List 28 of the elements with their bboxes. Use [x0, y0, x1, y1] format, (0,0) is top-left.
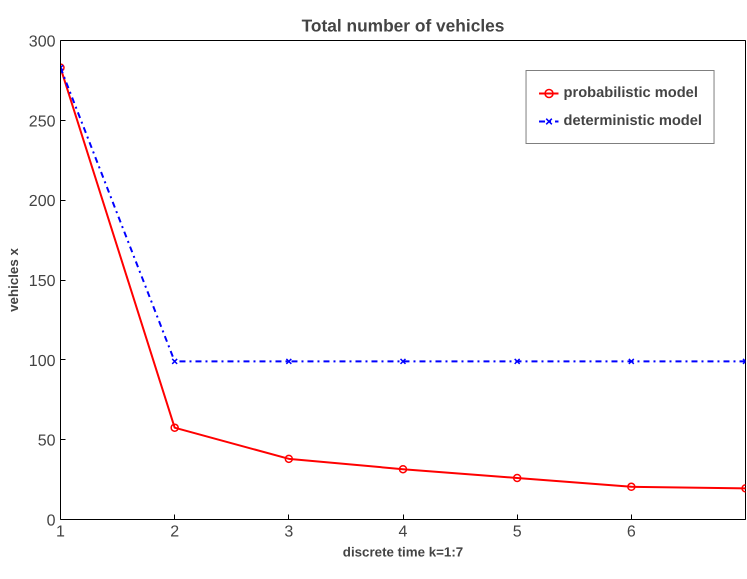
chart-title: Total number of vehicles — [302, 16, 504, 36]
x-tick-label: 5 — [512, 524, 522, 540]
point — [284, 454, 294, 464]
point — [628, 358, 635, 365]
point — [398, 464, 408, 474]
point — [171, 358, 178, 365]
point — [286, 358, 292, 365]
point — [512, 474, 522, 482]
legend-label: probabilistic model — [564, 85, 698, 101]
point — [400, 358, 406, 365]
y-tick-label: 100 — [28, 352, 56, 370]
legend-label: deterministic model — [564, 113, 702, 129]
x-tick-label: 4 — [398, 524, 408, 540]
point — [170, 423, 179, 432]
x-tick-label: 1 — [56, 524, 66, 540]
y-tick-label: 0 — [46, 512, 56, 530]
x-axis-title: discrete time k=1:7 — [342, 544, 464, 560]
point — [514, 358, 520, 365]
x-tick-label: 6 — [626, 524, 636, 540]
y-tick-label: 50 — [38, 432, 56, 450]
y-axis-title: vehicles x — [6, 248, 21, 312]
y-tick-label: 300 — [28, 34, 56, 50]
y-tick-label: 200 — [28, 193, 56, 210]
y-tick-label: 150 — [28, 273, 56, 290]
point — [627, 482, 636, 492]
x-tick-label: 3 — [284, 524, 294, 540]
y-tick-label: 250 — [28, 113, 56, 130]
x-tick-label: 2 — [170, 524, 180, 540]
